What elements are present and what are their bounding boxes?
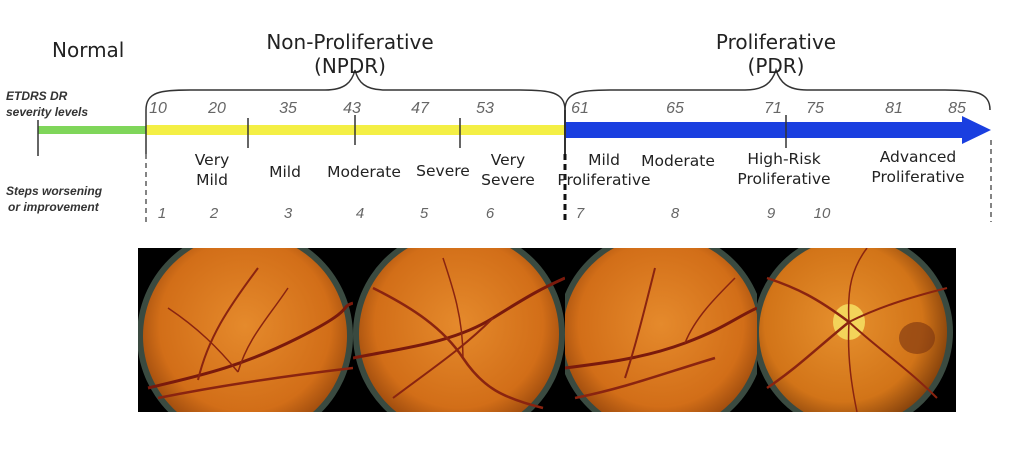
normal-bar [38, 126, 146, 134]
level-label: 35 [279, 100, 297, 117]
stage-advanced-proliferative: Advanced Proliferative [871, 147, 964, 187]
pdr-arrowhead [962, 116, 991, 144]
fundus-photo-4 [757, 248, 956, 412]
fundus-photo-2 [353, 248, 565, 412]
stage-mild-proliferative-line2: Proliferative [557, 171, 651, 189]
level-label: 71 [764, 100, 782, 117]
stage-moderate-proliferative: Moderate [641, 152, 715, 170]
stage-very-severe-line1: Very [490, 151, 526, 169]
steps-label-line2: or improvement [8, 200, 99, 214]
npdr-brace [145, 69, 566, 111]
pdr-brace [564, 67, 991, 111]
level-label: 61 [571, 100, 589, 117]
step-label: 1 [157, 205, 167, 222]
fundus-photo-icon [138, 248, 353, 412]
level-label: 10 [149, 100, 167, 117]
step-label: 10 [813, 205, 831, 222]
level-label: 65 [666, 100, 684, 117]
pdr-header-line1: Proliferative [715, 30, 837, 54]
level-label: 47 [411, 100, 429, 117]
fundus-photo-icon [565, 248, 757, 412]
npdr-header-line2: (NPDR) [314, 54, 386, 78]
stage-high-risk-line2: Proliferative [737, 170, 831, 188]
fundus-photo-optic-disc-icon [757, 248, 953, 412]
steps-label-line1: Steps worsening [6, 184, 103, 198]
stage-high-risk-line1: High-Risk [747, 150, 821, 168]
stage-mild-proliferative-line1: Mild [588, 151, 620, 169]
pdr-header: Proliferative (PDR) [686, 30, 866, 78]
fundus-photo-3 [565, 248, 757, 412]
step-label: 5 [419, 205, 429, 222]
steps-label: Steps worsening or improvement [6, 183, 102, 215]
etdrs-label: ETDRS DR severity levels [6, 88, 88, 120]
level-label: 20 [208, 100, 226, 117]
stage-very-mild-line1: Very [194, 151, 230, 169]
level-label: 81 [885, 100, 903, 117]
stage-mild: Mild [269, 163, 301, 181]
stage-very-severe: Very Severe [481, 150, 535, 190]
normal-header: Normal [52, 38, 125, 62]
level-label: 75 [806, 100, 824, 117]
step-label: 2 [209, 205, 219, 222]
stage-moderate: Moderate [327, 163, 401, 181]
fundus-photo-1 [138, 248, 353, 412]
stage-very-mild-line2: Mild [196, 171, 228, 189]
step-label: 7 [575, 205, 585, 222]
npdr-header-line1: Non-Proliferative [266, 30, 434, 54]
stage-high-risk-proliferative: High-Risk Proliferative [737, 149, 830, 189]
step-label: 6 [485, 205, 495, 222]
level-label: 85 [948, 100, 966, 117]
stage-advanced-line1: Advanced [879, 148, 957, 166]
step-label: 3 [283, 205, 293, 222]
pdr-bar [565, 122, 967, 138]
step-label: 4 [355, 205, 365, 222]
step-label: 8 [670, 205, 680, 222]
stage-mild-proliferative: Mild Proliferative [557, 150, 650, 190]
stage-severe: Severe [416, 162, 470, 180]
stage-very-mild: Very Mild [195, 150, 229, 190]
stage-very-severe-line2: Severe [481, 171, 535, 189]
etdrs-label-line2: severity levels [6, 105, 89, 119]
stage-advanced-line2: Proliferative [871, 168, 965, 186]
npdr-header: Non-Proliferative (NPDR) [250, 30, 450, 78]
level-label: 53 [476, 100, 494, 117]
fundus-photo-icon [353, 248, 565, 412]
pdr-header-line2: (PDR) [747, 54, 805, 78]
level-label: 43 [343, 100, 361, 117]
step-label: 9 [766, 205, 776, 222]
etdrs-label-line1: ETDRS DR [6, 89, 68, 103]
